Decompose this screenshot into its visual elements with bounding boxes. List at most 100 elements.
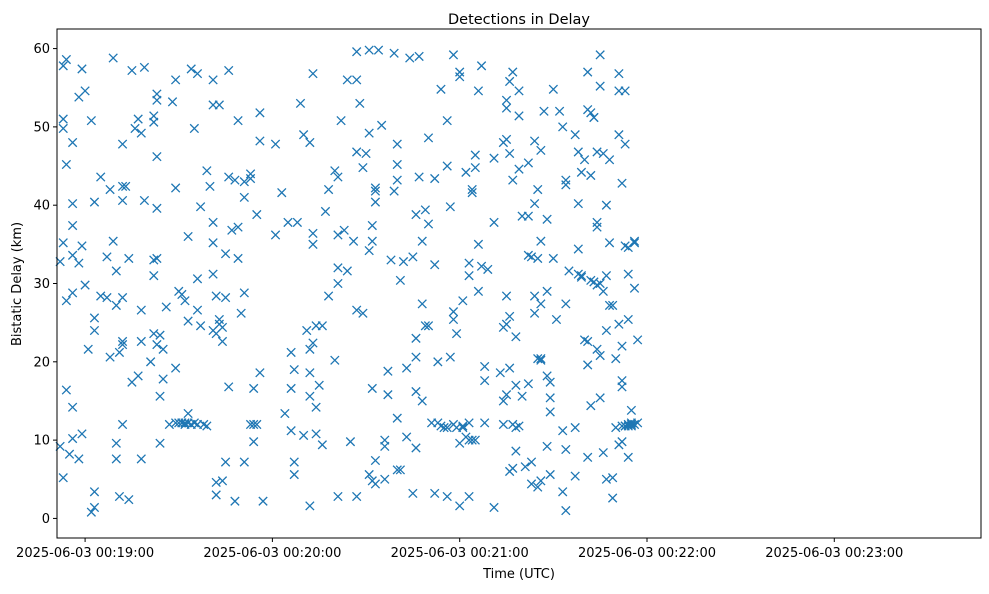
data-point: [489, 153, 499, 163]
data-point: [380, 474, 390, 484]
data-point: [305, 368, 315, 378]
data-point: [448, 307, 459, 317]
data-point: [208, 217, 218, 228]
data-point: [202, 166, 212, 176]
data-point: [189, 123, 200, 134]
data-point: [623, 314, 633, 325]
data-point: [595, 81, 605, 91]
data-point: [270, 139, 281, 149]
data-point: [436, 84, 446, 94]
data-point: [227, 225, 237, 235]
data-point: [420, 205, 431, 215]
data-point: [58, 238, 68, 248]
data-point: [629, 283, 640, 293]
data-point: [67, 402, 78, 412]
data-point: [489, 217, 499, 228]
data-point: [286, 383, 296, 394]
data-point: [561, 175, 571, 185]
data-point: [317, 440, 327, 450]
data-point: [202, 421, 212, 431]
data-point: [470, 150, 480, 160]
data-point: [423, 133, 434, 143]
data-point: [58, 61, 68, 71]
data-point: [395, 275, 406, 286]
data-point: [105, 184, 115, 195]
data-point: [258, 496, 268, 506]
data-point: [629, 238, 640, 248]
data-point: [617, 437, 627, 447]
data-point: [89, 325, 100, 336]
data-point: [367, 236, 377, 246]
data-point: [352, 47, 362, 57]
data-point: [598, 286, 608, 296]
data-point: [411, 443, 421, 453]
data-point: [467, 184, 477, 195]
data-point: [67, 250, 78, 260]
data-point: [155, 438, 165, 448]
data-point: [155, 330, 165, 340]
data-point: [339, 225, 349, 235]
data-point: [342, 266, 352, 276]
data-point: [208, 75, 218, 85]
data-point: [64, 449, 75, 459]
x-tick-label: 2025-06-03 00:19:00: [16, 546, 154, 561]
data-point: [395, 465, 406, 475]
data-point: [433, 357, 443, 367]
data-point: [476, 61, 487, 71]
data-point: [473, 286, 484, 296]
data-point: [311, 429, 321, 439]
data-point: [298, 130, 309, 140]
data-point: [523, 379, 534, 389]
data-point: [58, 114, 68, 124]
y-axis-label: Bistatic Delay (km): [10, 222, 25, 346]
data-point: [255, 368, 265, 378]
data-point: [514, 111, 524, 121]
data-point: [195, 321, 206, 331]
data-point: [526, 457, 537, 467]
data-point: [158, 344, 168, 354]
data-point: [604, 300, 615, 311]
data-point: [576, 167, 587, 177]
data-point: [430, 260, 440, 270]
data-point: [130, 123, 140, 134]
data-point: [67, 137, 78, 148]
data-point: [589, 112, 599, 123]
data-point: [551, 314, 562, 325]
data-point: [542, 441, 552, 452]
data-point: [370, 479, 381, 489]
data-point: [152, 339, 162, 350]
data-point: [177, 289, 187, 300]
data-point: [611, 422, 621, 433]
data-point: [245, 169, 256, 179]
data-point: [601, 325, 612, 336]
y-tick-label: 50: [33, 120, 50, 135]
data-point: [183, 316, 193, 326]
data-point: [573, 198, 583, 209]
data-point: [230, 496, 240, 506]
data-point: [417, 236, 427, 246]
data-point: [183, 408, 193, 419]
data-point: [626, 419, 637, 430]
data-point: [495, 368, 505, 378]
data-point: [498, 396, 509, 406]
data-point: [442, 115, 452, 126]
data-point: [545, 377, 555, 387]
data-point: [233, 115, 243, 126]
data-point: [411, 352, 421, 362]
data-point: [561, 444, 571, 455]
data-point: [186, 64, 196, 74]
data-point: [614, 68, 624, 79]
data-point: [136, 454, 146, 464]
data-point: [514, 164, 524, 174]
data-point: [583, 360, 593, 370]
data-point: [392, 413, 402, 423]
data-point: [367, 383, 377, 394]
data-point: [455, 67, 465, 77]
data-point: [533, 253, 543, 264]
data-point: [305, 137, 315, 148]
data-point: [252, 419, 262, 430]
y-tick-label: 20: [33, 355, 50, 370]
data-point: [489, 502, 499, 513]
data-point: [570, 130, 580, 140]
